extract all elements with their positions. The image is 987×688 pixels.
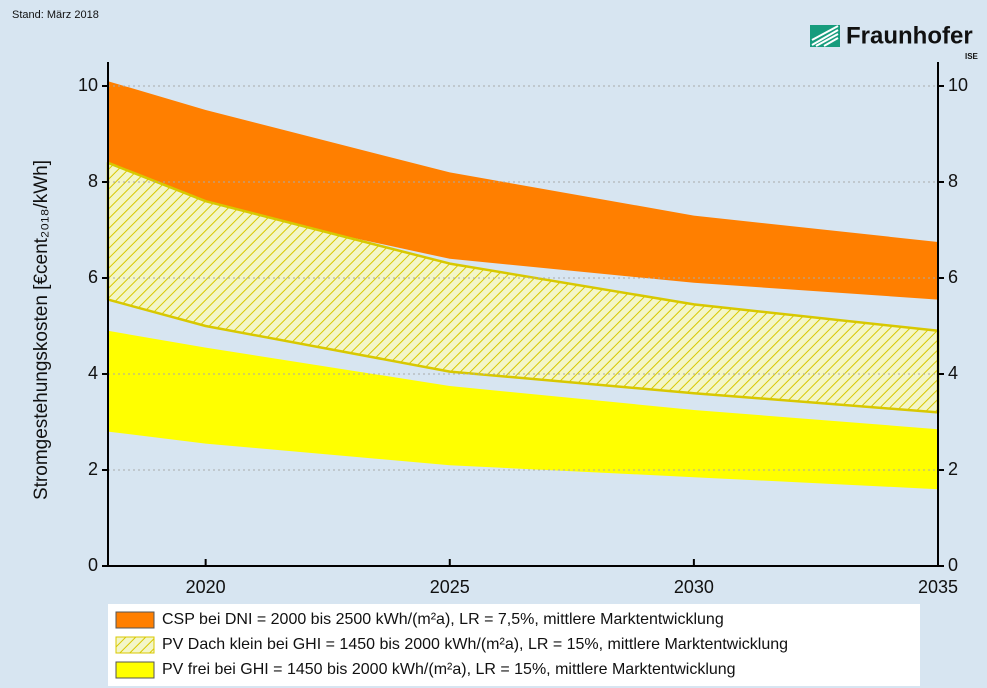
legend-swatch bbox=[115, 611, 155, 629]
y-tick-label: 0 bbox=[88, 555, 98, 575]
logo-sub: ISE bbox=[965, 52, 979, 61]
legend-swatch bbox=[115, 636, 155, 654]
stand-note: Stand: März 2018 bbox=[12, 9, 99, 21]
y-tick-label: 8 bbox=[88, 171, 98, 191]
legend-box bbox=[108, 604, 920, 686]
y2-tick-label: 0 bbox=[948, 555, 958, 575]
y-tick-label: 4 bbox=[88, 363, 98, 383]
logo-icon bbox=[810, 25, 840, 47]
logo-text: Fraunhofer bbox=[846, 22, 973, 49]
legend-label: PV Dach klein bei GHI = 1450 bis 2000 kW… bbox=[162, 636, 788, 653]
y-tick-label: 6 bbox=[88, 267, 98, 287]
legend-label: CSP bei DNI = 2000 bis 2500 kWh/(m²a), L… bbox=[162, 611, 724, 628]
x-tick-label: 2035 bbox=[918, 577, 958, 597]
legend-swatch bbox=[115, 661, 155, 679]
y2-tick-label: 4 bbox=[948, 363, 958, 383]
y2-tick-label: 2 bbox=[948, 459, 958, 479]
y2-tick-label: 10 bbox=[948, 75, 968, 95]
y-tick-label: 10 bbox=[78, 75, 98, 95]
y-axis-title: Stromgestehungskosten [€cent₂₀₁₈/kWh] bbox=[31, 160, 52, 500]
x-tick-label: 2020 bbox=[186, 577, 226, 597]
y-tick-label: 2 bbox=[88, 459, 98, 479]
legend-label: PV frei bei GHI = 1450 bis 2000 kWh/(m²a… bbox=[162, 661, 736, 678]
y2-tick-label: 8 bbox=[948, 171, 958, 191]
range-area bbox=[108, 330, 938, 490]
x-tick-label: 2030 bbox=[674, 577, 714, 597]
range-area bbox=[108, 81, 938, 300]
x-tick-label: 2025 bbox=[430, 577, 470, 597]
y2-tick-label: 6 bbox=[948, 267, 958, 287]
